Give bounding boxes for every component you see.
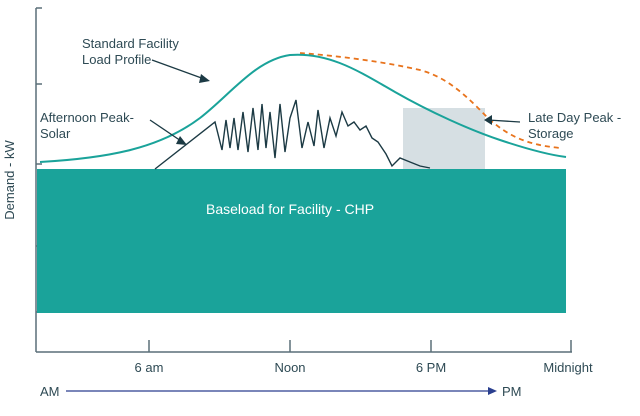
solar-label-line1: Afternoon Peak- bbox=[40, 110, 134, 125]
x-tick-6pm: 6 PM bbox=[416, 360, 446, 375]
solar-label: Afternoon Peak- Solar bbox=[40, 110, 138, 141]
standard-load-curve bbox=[39, 53, 567, 163]
x-tick-6am: 6 am bbox=[135, 360, 164, 375]
storage-curve bbox=[299, 52, 561, 149]
x-tick-midnight: Midnight bbox=[543, 360, 593, 375]
x-tick-noon: Noon bbox=[274, 360, 305, 375]
am-label: AM bbox=[40, 384, 60, 399]
storage-label-line2: Storage bbox=[528, 126, 574, 141]
standard-profile-label: Standard Facility Load Profile bbox=[82, 36, 182, 67]
am-pm-arrowhead bbox=[488, 387, 497, 395]
pm-label: PM bbox=[502, 384, 522, 399]
y-axis-label: Demand - kW bbox=[2, 140, 17, 220]
baseload-label: Baseload for Facility - CHP bbox=[206, 201, 374, 217]
baseload-block bbox=[37, 169, 566, 313]
storage-label-line1: Late Day Peak - bbox=[528, 110, 621, 125]
solar-label-line2: Solar bbox=[40, 126, 71, 141]
standard-profile-label-line2: Load Profile bbox=[82, 52, 151, 67]
solar-line bbox=[154, 99, 431, 170]
standard-profile-label-line1: Standard Facility bbox=[82, 36, 179, 51]
storage-label: Late Day Peak - Storage bbox=[528, 110, 625, 141]
x-axis-ticks bbox=[148, 340, 572, 352]
annotation-arrows bbox=[149, 59, 521, 145]
